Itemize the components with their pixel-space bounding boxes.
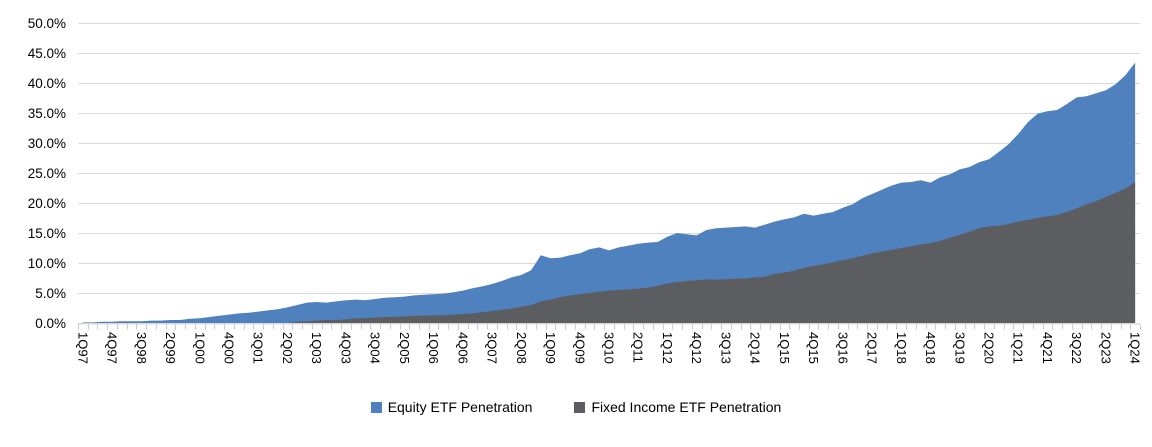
svg-text:10.0%: 10.0%: [28, 256, 66, 271]
svg-text:4Q06: 4Q06: [455, 332, 470, 364]
svg-text:1Q24: 1Q24: [1128, 332, 1143, 364]
svg-text:4Q97: 4Q97: [105, 332, 120, 364]
svg-text:2Q17: 2Q17: [865, 332, 880, 364]
svg-text:1Q21: 1Q21: [1011, 332, 1026, 364]
svg-text:2Q14: 2Q14: [748, 332, 763, 364]
svg-text:2Q05: 2Q05: [397, 332, 412, 364]
svg-text:0.0%: 0.0%: [35, 316, 66, 331]
svg-text:3Q98: 3Q98: [134, 332, 149, 364]
svg-text:1Q18: 1Q18: [894, 332, 909, 364]
svg-text:30.0%: 30.0%: [28, 136, 66, 151]
svg-text:3Q19: 3Q19: [952, 332, 967, 364]
svg-text:1Q15: 1Q15: [777, 332, 792, 364]
svg-text:3Q13: 3Q13: [718, 332, 733, 364]
svg-text:4Q00: 4Q00: [222, 332, 237, 364]
equity-legend-swatch: [370, 401, 382, 413]
svg-text:4Q03: 4Q03: [338, 332, 353, 364]
svg-text:25.0%: 25.0%: [28, 166, 66, 181]
svg-text:2Q20: 2Q20: [982, 332, 997, 364]
svg-text:3Q04: 3Q04: [368, 332, 383, 364]
svg-text:2Q11: 2Q11: [631, 332, 646, 363]
chart-legend: Equity ETF Penetration Fixed Income ETF …: [0, 399, 1152, 415]
svg-text:3Q22: 3Q22: [1069, 332, 1084, 364]
svg-text:1Q03: 1Q03: [309, 332, 324, 364]
svg-text:5.0%: 5.0%: [35, 286, 66, 301]
plot-svg: 0.0% 5.0% 10.0% 15.0% 20.0% 25.0% 30.0% 35.0% 40…: [28, 16, 1143, 364]
svg-text:35.0%: 35.0%: [28, 106, 66, 121]
svg-text:15.0%: 15.0%: [28, 226, 66, 241]
svg-text:1Q00: 1Q00: [192, 332, 207, 364]
svg-text:4Q15: 4Q15: [806, 332, 821, 364]
svg-text:2Q08: 2Q08: [514, 332, 529, 364]
svg-text:20.0%: 20.0%: [28, 196, 66, 211]
svg-text:2Q99: 2Q99: [163, 332, 178, 364]
svg-text:2Q02: 2Q02: [280, 332, 295, 364]
svg-text:1Q09: 1Q09: [543, 332, 558, 364]
svg-text:3Q10: 3Q10: [602, 332, 617, 364]
svg-text:4Q18: 4Q18: [923, 332, 938, 364]
svg-text:40.0%: 40.0%: [28, 76, 66, 91]
svg-text:2Q23: 2Q23: [1098, 332, 1113, 364]
legend-item-equity: Equity ETF Penetration: [370, 399, 533, 415]
svg-text:1Q06: 1Q06: [426, 332, 441, 364]
svg-text:4Q12: 4Q12: [689, 332, 704, 364]
svg-text:1Q12: 1Q12: [660, 332, 675, 364]
svg-text:4Q09: 4Q09: [572, 332, 587, 364]
svg-text:3Q07: 3Q07: [485, 332, 500, 364]
svg-text:4Q21: 4Q21: [1040, 332, 1055, 364]
svg-text:3Q16: 3Q16: [835, 332, 850, 364]
svg-text:3Q01: 3Q01: [251, 332, 266, 364]
equity-legend-label: Equity ETF Penetration: [387, 399, 533, 415]
fixed-income-legend-label: Fixed Income ETF Penetration: [591, 399, 782, 415]
svg-text:1Q97: 1Q97: [75, 332, 90, 364]
fixed-income-legend-swatch: [574, 401, 586, 413]
svg-text:50.0%: 50.0%: [28, 16, 66, 31]
svg-text:45.0%: 45.0%: [28, 46, 66, 61]
legend-item-fixed-income: Fixed Income ETF Penetration: [574, 399, 781, 415]
